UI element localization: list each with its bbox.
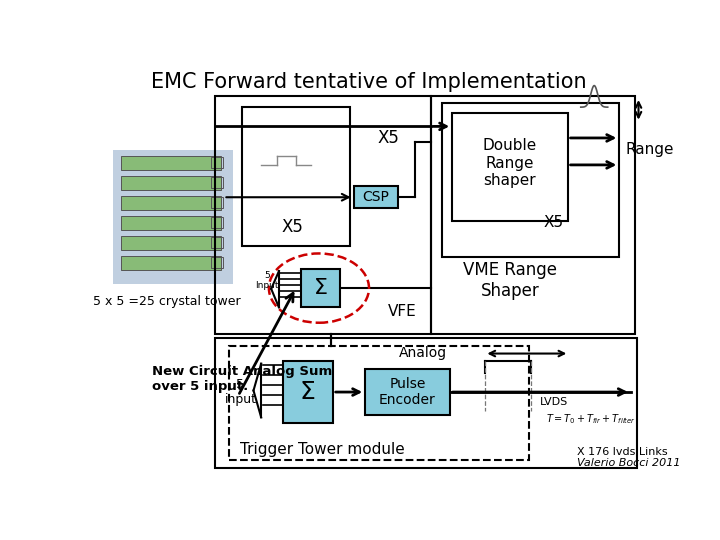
Bar xyxy=(121,256,221,269)
Bar xyxy=(121,156,221,170)
Bar xyxy=(215,96,431,334)
Bar xyxy=(431,96,634,334)
Bar xyxy=(113,150,233,284)
Text: VFE: VFE xyxy=(388,303,417,319)
Text: X 176 lvds Links: X 176 lvds Links xyxy=(577,447,667,457)
Bar xyxy=(442,103,619,257)
Text: Valerio Bocci 2011: Valerio Bocci 2011 xyxy=(577,458,680,468)
Text: Double
Range
shaper: Double Range shaper xyxy=(483,138,537,188)
Text: EMC Forward tentative of Implementation: EMC Forward tentative of Implementation xyxy=(151,72,587,92)
Bar xyxy=(365,369,450,415)
Text: Analog: Analog xyxy=(399,346,447,360)
Text: Σ: Σ xyxy=(300,380,315,404)
Text: 5 x 5 =25 crystal tower: 5 x 5 =25 crystal tower xyxy=(94,295,241,308)
Text: VME Range
Shaper: VME Range Shaper xyxy=(463,261,557,300)
Bar xyxy=(121,176,221,190)
Text: X5: X5 xyxy=(281,218,303,235)
Bar xyxy=(121,195,221,210)
Bar xyxy=(121,236,221,249)
Text: Σ: Σ xyxy=(313,278,328,298)
Bar xyxy=(242,107,350,246)
Text: Trigger Tower module: Trigger Tower module xyxy=(240,442,405,457)
Bar xyxy=(215,338,637,468)
Bar xyxy=(354,186,398,208)
Bar xyxy=(283,361,333,423)
Bar xyxy=(211,197,223,208)
Text: X5: X5 xyxy=(544,215,564,230)
Text: X5: X5 xyxy=(377,129,399,147)
Text: CSP: CSP xyxy=(362,190,390,204)
Text: Pulse
Encoder: Pulse Encoder xyxy=(379,377,436,407)
Bar xyxy=(211,157,223,168)
Bar xyxy=(452,113,567,221)
Text: $T=T_0+T_{fir}+T_{filter}$: $T=T_0+T_{fir}+T_{filter}$ xyxy=(546,412,636,426)
Bar xyxy=(211,217,223,228)
Text: 5
Input: 5 Input xyxy=(256,271,279,290)
Bar xyxy=(301,269,340,307)
Text: 5
input: 5 input xyxy=(225,378,256,406)
Text: New Circuit Analog Sum
over 5 input.: New Circuit Analog Sum over 5 input. xyxy=(152,365,332,393)
Text: LVDS: LVDS xyxy=(540,397,568,407)
Bar xyxy=(211,237,223,248)
Text: Range: Range xyxy=(626,142,674,157)
Bar xyxy=(211,177,223,188)
Bar xyxy=(229,346,529,460)
Bar xyxy=(121,215,221,230)
Bar xyxy=(211,257,223,268)
